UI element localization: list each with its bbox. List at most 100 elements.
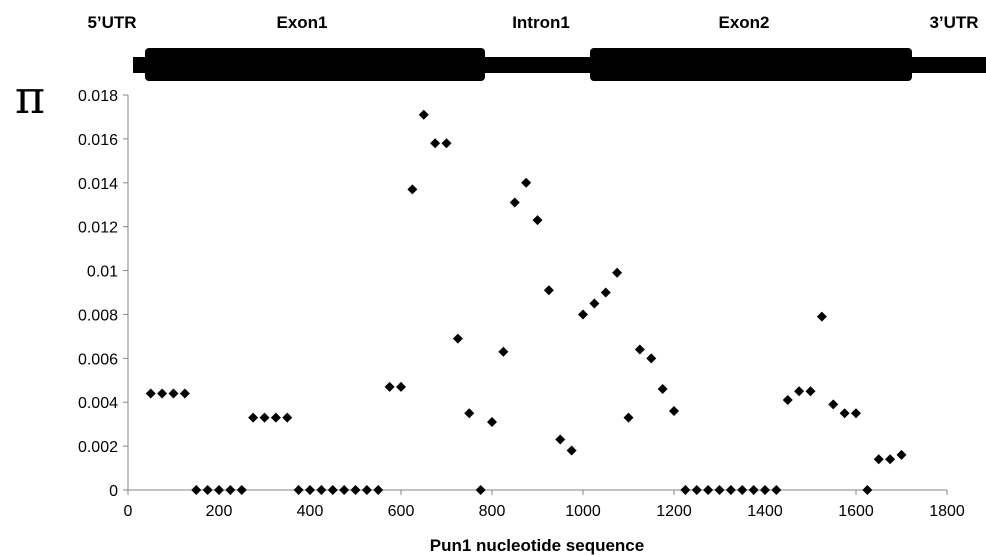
- data-point: [532, 215, 543, 226]
- data-point: [418, 109, 429, 120]
- region-label-intron1: Intron1: [512, 13, 570, 32]
- x-tick-label: 1000: [565, 503, 601, 520]
- data-point: [589, 298, 600, 309]
- data-points: [145, 109, 907, 495]
- data-point: [236, 485, 247, 495]
- data-point: [430, 138, 441, 149]
- y-tick-label: 0.004: [78, 395, 118, 412]
- data-point: [737, 485, 748, 495]
- data-point: [293, 485, 304, 495]
- data-point: [657, 384, 668, 395]
- x-tick-label: 600: [388, 503, 415, 520]
- data-point: [896, 449, 907, 460]
- axes: [127, 95, 947, 491]
- data-point: [646, 353, 657, 364]
- data-point: [145, 388, 156, 399]
- region-label-exon1: Exon1: [276, 13, 327, 32]
- data-point: [464, 408, 475, 419]
- data-point: [248, 412, 259, 423]
- data-point: [327, 485, 338, 495]
- data-point: [384, 381, 395, 392]
- data-point: [794, 386, 805, 397]
- region-label-3utr: 3’UTR: [929, 13, 978, 32]
- data-point: [839, 408, 850, 419]
- y-tick-label: 0: [109, 483, 118, 500]
- data-point: [191, 485, 202, 495]
- data-point: [725, 485, 736, 495]
- data-point: [168, 388, 179, 399]
- data-point: [373, 485, 384, 495]
- data-point: [509, 197, 520, 208]
- data-point: [361, 485, 372, 495]
- region-label-exon2: Exon2: [718, 13, 769, 32]
- data-point: [225, 485, 236, 495]
- x-tick-label: 200: [206, 503, 233, 520]
- data-point: [452, 333, 463, 344]
- data-point: [600, 287, 611, 298]
- data-point: [282, 412, 293, 423]
- data-point: [714, 485, 725, 495]
- data-point: [703, 485, 714, 495]
- data-point: [805, 386, 816, 397]
- data-point: [782, 395, 793, 406]
- y-tick-label: 0.01: [87, 264, 118, 281]
- y-tick-label: 0.012: [78, 220, 118, 237]
- data-point: [862, 485, 873, 495]
- data-point: [270, 412, 281, 423]
- gene-structure-diagram: [133, 48, 986, 81]
- y-axis-symbol: π: [15, 70, 45, 124]
- data-point: [179, 388, 190, 399]
- y-tick-label: 0.014: [78, 176, 118, 193]
- x-tick-label: 1800: [929, 503, 965, 520]
- data-point: [578, 309, 588, 320]
- data-point: [760, 485, 770, 495]
- data-point: [771, 485, 782, 495]
- x-tick-label: 0: [124, 503, 133, 520]
- data-point: [396, 381, 406, 392]
- data-point: [566, 445, 577, 456]
- y-tick-label: 0.016: [78, 132, 118, 149]
- data-point: [202, 485, 213, 495]
- x-tick-label: 1600: [838, 503, 874, 520]
- data-point: [305, 485, 315, 495]
- y-tick-label: 0.018: [78, 88, 118, 105]
- data-point: [350, 485, 361, 495]
- data-point: [816, 311, 827, 322]
- x-axis-ticks: 0 200 400 600 800 1000 1200 1400 1600 1800: [124, 490, 965, 520]
- data-point: [521, 177, 532, 188]
- data-point: [157, 388, 168, 399]
- x-tick-label: 1200: [656, 503, 692, 520]
- data-point: [885, 454, 896, 465]
- data-point: [623, 412, 634, 423]
- data-point: [498, 346, 509, 357]
- exon2-block: [590, 48, 912, 81]
- data-point: [680, 485, 691, 495]
- data-point: [873, 454, 884, 465]
- data-point: [441, 138, 452, 149]
- region-label-5utr: 5’UTR: [87, 13, 136, 32]
- data-point: [487, 416, 497, 427]
- data-point: [634, 344, 645, 355]
- data-point: [555, 434, 566, 445]
- gene-region-labels: 5’UTR Exon1 Intron1 Exon2 3’UTR: [87, 13, 978, 32]
- data-point: [828, 399, 839, 410]
- y-tick-label: 0.002: [78, 439, 118, 456]
- data-point: [748, 485, 759, 495]
- y-tick-label: 0.008: [78, 307, 118, 324]
- data-point: [407, 184, 418, 195]
- x-tick-label: 800: [479, 503, 506, 520]
- data-point: [851, 408, 861, 419]
- exon1-block: [145, 48, 485, 81]
- y-axis-ticks: 0 0.002 0.004 0.006 0.008 0.01 0.012 0.014 0.016…: [78, 88, 128, 500]
- data-point: [669, 406, 679, 416]
- data-point: [316, 485, 327, 495]
- data-point: [691, 485, 702, 495]
- x-tick-label: 400: [297, 503, 324, 520]
- data-point: [475, 485, 486, 495]
- y-tick-label: 0.006: [78, 351, 118, 368]
- data-point: [214, 485, 224, 495]
- data-point: [259, 412, 270, 423]
- x-axis-label: Pun1 nucleotide sequence: [430, 536, 644, 555]
- data-point: [612, 267, 623, 278]
